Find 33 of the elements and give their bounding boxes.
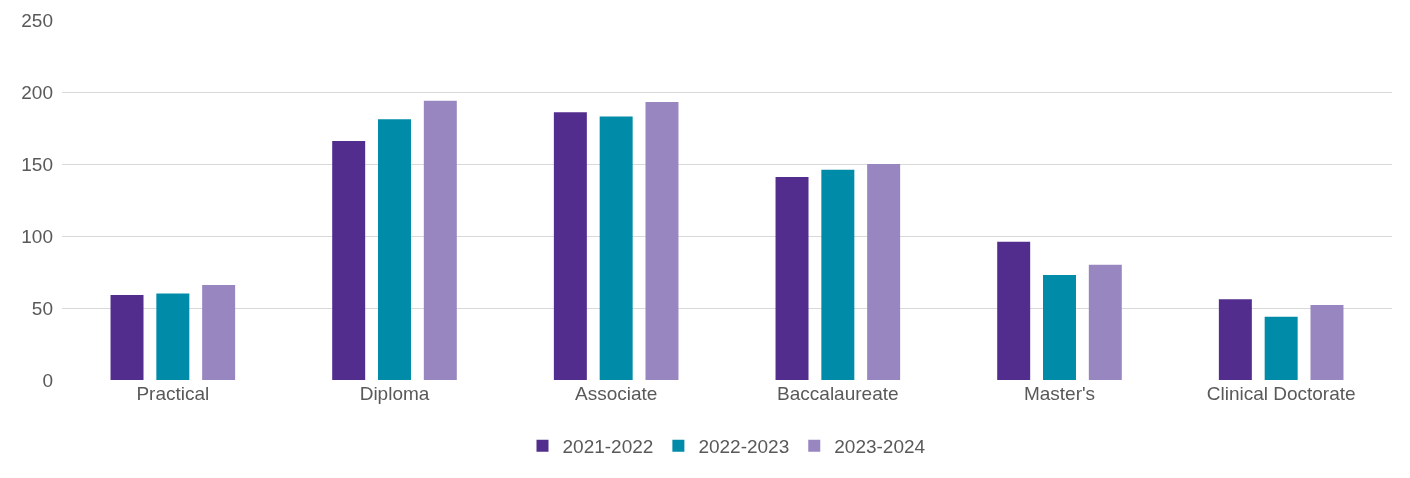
bar <box>867 164 901 380</box>
bar <box>332 140 366 380</box>
y-tick-label: 150 <box>21 153 53 175</box>
y-tick-label: 100 <box>21 225 53 247</box>
bar <box>553 112 587 380</box>
y-tick-label: 250 <box>21 9 53 31</box>
y-tick-label: 200 <box>21 81 53 103</box>
bar <box>1310 305 1344 380</box>
x-tick-label: Practical <box>136 383 210 404</box>
bar <box>1218 299 1252 380</box>
bar <box>110 295 144 380</box>
bar <box>997 241 1031 380</box>
bar <box>378 119 411 380</box>
x-tick-label: Diploma <box>359 383 430 404</box>
bar <box>1264 316 1298 380</box>
legend-label: 2023-2024 <box>834 436 926 458</box>
bar <box>599 116 633 380</box>
y-tick-label: 50 <box>31 297 53 319</box>
legend-label: 2022-2023 <box>698 436 790 458</box>
bar <box>821 169 855 380</box>
x-tick-label: Clinical Doctorate <box>1206 383 1356 404</box>
bar <box>645 102 679 380</box>
y-tick-label: 0 <box>42 369 53 391</box>
bar <box>156 293 190 380</box>
bar <box>423 100 457 380</box>
bar <box>1043 274 1076 380</box>
x-tick-label: Associate <box>574 383 658 404</box>
x-tick-label: Baccalaureate <box>777 383 899 404</box>
bar <box>1088 264 1122 380</box>
bar <box>202 284 236 380</box>
x-tick-label: Master's <box>1023 383 1096 404</box>
legend-label: 2021-2022 <box>562 436 654 458</box>
bar <box>775 176 809 380</box>
